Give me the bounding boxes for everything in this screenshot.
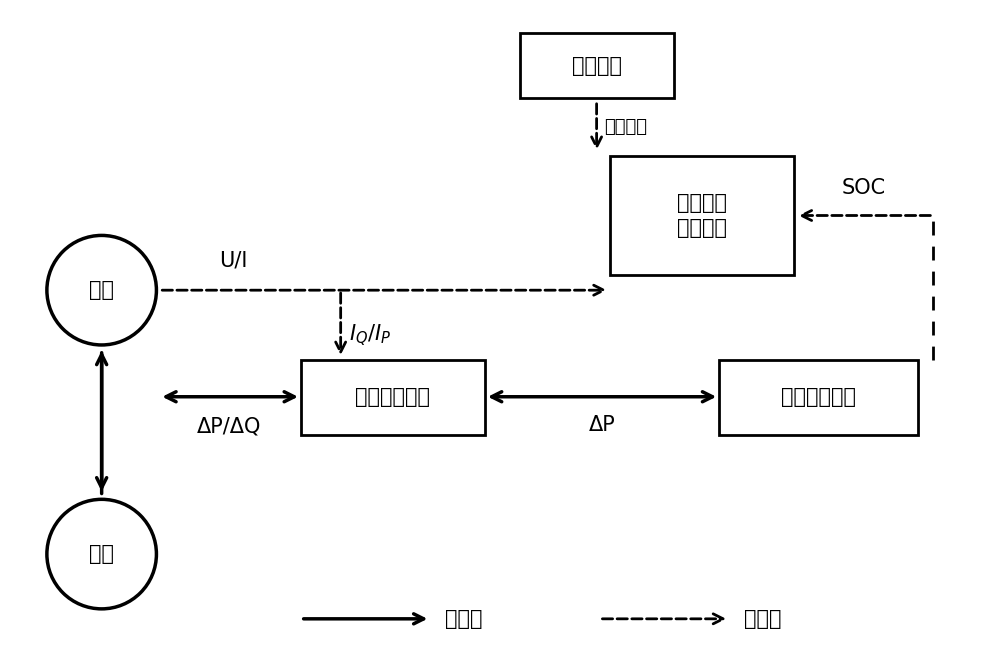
Bar [610,156,794,276]
Bar [301,360,485,435]
Text: U/I: U/I [219,250,248,270]
Text: 通讯模块: 通讯模块 [572,56,622,76]
Text: 信号流: 信号流 [744,609,781,629]
Text: 功率流: 功率流 [445,609,483,629]
Bar [520,33,674,98]
Bar [719,360,918,435]
Text: $I_Q/I_P$: $I_Q/I_P$ [349,323,391,347]
Text: SOC: SOC [841,177,886,198]
Text: 用户: 用户 [89,280,114,300]
Text: 配网: 配网 [89,544,114,564]
Text: 所有信息: 所有信息 [605,118,648,136]
Text: ΔP: ΔP [589,415,615,435]
Text: 控制系统
专用模块: 控制系统 专用模块 [677,193,727,238]
Text: ΔP/ΔQ: ΔP/ΔQ [196,417,261,437]
Text: 整流逆变模块: 整流逆变模块 [355,387,430,407]
Text: 储能电池模块: 储能电池模块 [781,387,856,407]
